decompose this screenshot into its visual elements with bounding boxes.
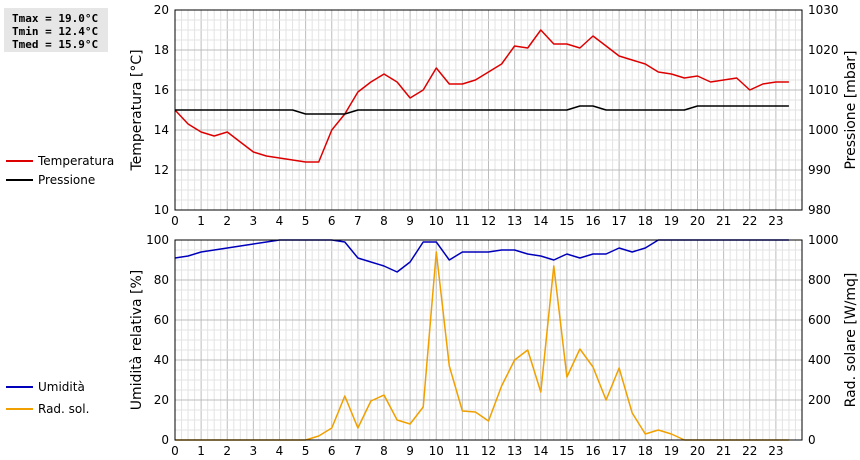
x-tick-label: 16: [585, 214, 600, 228]
x-tick-label: 21: [716, 214, 731, 228]
x-tick-label: 13: [507, 214, 522, 228]
legend-label-umidita: Umidità: [38, 380, 85, 394]
x-tick-label: 6: [328, 444, 336, 458]
y2-tick-label: 1010: [808, 83, 839, 97]
pressure-axis-title: Pressione [mbar]: [843, 50, 859, 169]
tmax-readout: Tmax = 19.0°C: [12, 12, 99, 25]
tmin-readout: Tmin = 12.4°C: [12, 25, 99, 38]
x-tick-label: 7: [354, 214, 362, 228]
y-tick-label: 14: [154, 123, 169, 137]
x-tick-label: 15: [559, 444, 574, 458]
gridlines: [174, 239, 803, 441]
x-tick-label: 7: [354, 444, 362, 458]
x-tick-label: 14: [533, 444, 548, 458]
y-tick-label: 100: [146, 233, 169, 247]
humidity-axis-title: Umidità relativa [%]: [129, 270, 145, 411]
stats-box: Tmax = 19.0°C Tmin = 12.4°C Tmed = 15.9°…: [4, 8, 108, 52]
temperature-pressure-panel: 0 1 2 3 4 5 6 7 8 9 10 11 12 13 14 15 16 17 18 19 20 21 22 2310…: [129, 3, 859, 228]
x-tick-label: 20: [690, 214, 705, 228]
x-tick-label: 14: [533, 214, 548, 228]
x-tick-label: 8: [380, 444, 388, 458]
x-tick-label: 22: [742, 444, 757, 458]
y2-tick-label: 990: [808, 163, 831, 177]
x-tick-label: 2: [223, 214, 231, 228]
x-tick-label: 19: [664, 444, 679, 458]
y-tick-label: 20: [154, 393, 169, 407]
x-tick-label: 18: [638, 444, 653, 458]
x-tick-label: 10: [429, 214, 444, 228]
x-tick-label: 17: [611, 444, 626, 458]
x-tick-label: 0: [171, 444, 179, 458]
x-tick-label: 8: [380, 214, 388, 228]
x-tick-label: 12: [481, 214, 496, 228]
tmed-readout: Tmed = 15.9°C: [12, 38, 99, 51]
y-tick-label: 60: [154, 313, 169, 327]
legend-bottom: Umidità Rad. sol.: [6, 380, 89, 416]
x-tick-label: 16: [585, 444, 600, 458]
x-tick-label: 11: [455, 444, 470, 458]
x-tick-label: 9: [406, 444, 414, 458]
radiation-axis-title: Rad. solare [W/mq]: [843, 273, 859, 408]
x-tick-label: 21: [716, 444, 731, 458]
x-tick-label: 11: [455, 214, 470, 228]
y2-tick-label: 800: [808, 273, 831, 287]
y-tick-label: 12: [154, 163, 169, 177]
legend-label-radsol: Rad. sol.: [38, 402, 89, 416]
x-tick-label: 17: [611, 214, 626, 228]
y2-tick-label: 980: [808, 203, 831, 217]
series-line-temperatura: [174, 29, 789, 163]
x-tick-label: 3: [250, 444, 258, 458]
x-tick-label: 5: [302, 444, 310, 458]
y-tick-label: 40: [154, 353, 169, 367]
x-tick-label: 1: [197, 214, 205, 228]
y-tick-label: 0: [161, 433, 169, 447]
y-tick-label: 18: [154, 43, 169, 57]
x-tick-label: 15: [559, 214, 574, 228]
x-tick-label: 1: [197, 444, 205, 458]
plot-frame: [174, 9, 803, 211]
y2-tick-label: 200: [808, 393, 831, 407]
humidity-radiation-panel: 0 1 2 3 4 5 6 7 8 9 10 11 12 13 14 15 16 17 18 19 20 21 22 2302…: [129, 233, 859, 458]
x-tick-label: 4: [276, 444, 284, 458]
x-tick-label: 9: [406, 214, 414, 228]
x-tick-label: 6: [328, 214, 336, 228]
x-tick-label: 2: [223, 444, 231, 458]
y-tick-label: 80: [154, 273, 169, 287]
temperature-axis-title: Temperatura [°C]: [129, 49, 145, 171]
x-tick-label: 19: [664, 214, 679, 228]
x-tick-label: 10: [429, 444, 444, 458]
y2-tick-label: 400: [808, 353, 831, 367]
x-tick-label: 20: [690, 444, 705, 458]
y2-tick-label: 0: [808, 433, 816, 447]
x-tick-label: 23: [768, 214, 783, 228]
y2-tick-label: 1000: [808, 233, 839, 247]
y2-tick-label: 1000: [808, 123, 839, 137]
x-tick-label: 18: [638, 214, 653, 228]
x-tick-label: 12: [481, 444, 496, 458]
y2-tick-label: 1030: [808, 3, 839, 17]
x-tick-label: 4: [276, 214, 284, 228]
x-tick-label: 23: [768, 444, 783, 458]
series-line-pressione: [175, 105, 789, 115]
y-tick-label: 10: [154, 203, 169, 217]
plot-frame: [174, 239, 803, 441]
x-tick-label: 0: [171, 214, 179, 228]
legend-label-pressione: Pressione: [38, 173, 95, 187]
legend-top: Temperatura Pressione: [6, 154, 114, 187]
y2-tick-label: 1020: [808, 43, 839, 57]
y-tick-label: 16: [154, 83, 169, 97]
y-tick-label: 20: [154, 3, 169, 17]
x-tick-label: 5: [302, 214, 310, 228]
x-tick-label: 13: [507, 444, 522, 458]
legend-label-temperatura: Temperatura: [37, 154, 114, 168]
x-tick-label: 3: [250, 214, 258, 228]
y2-tick-label: 600: [808, 313, 831, 327]
x-tick-label: 22: [742, 214, 757, 228]
